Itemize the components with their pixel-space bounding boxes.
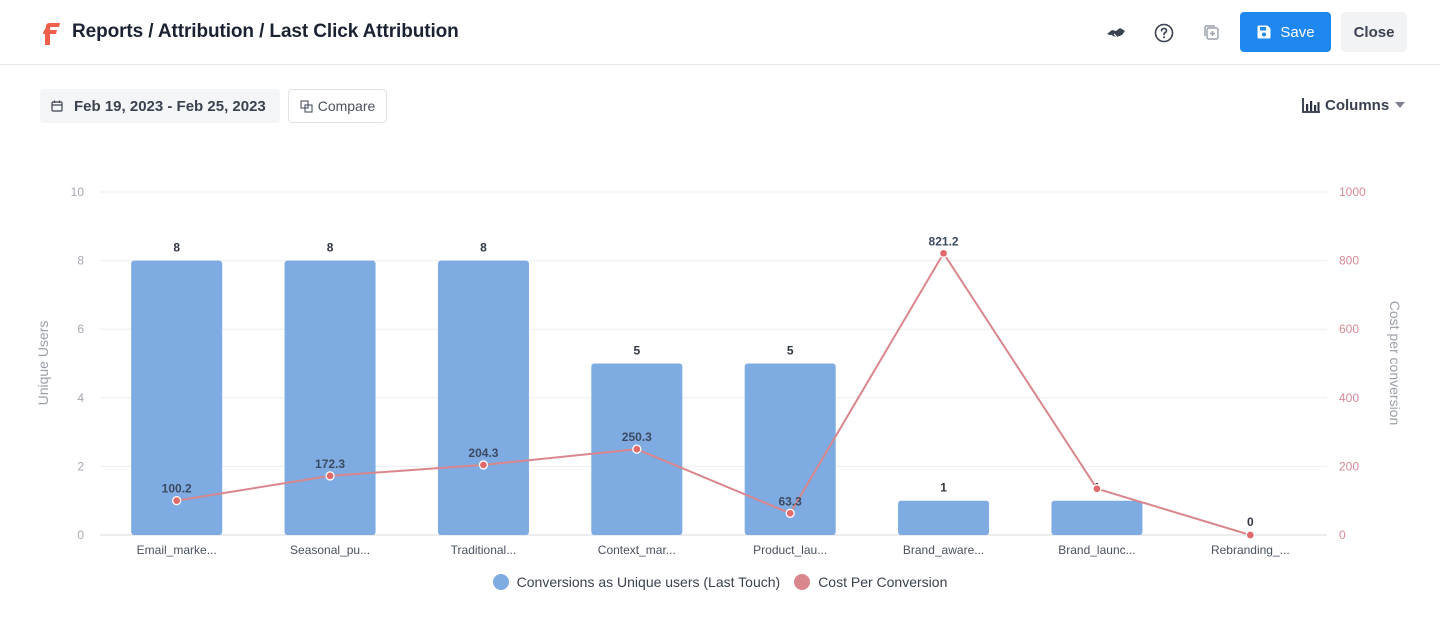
x-tick-label: Context_mar... (598, 543, 676, 557)
breadcrumb: Reports / Attribution / Last Click Attri… (72, 21, 459, 42)
y2-axis-title: Cost per conversion (1387, 301, 1403, 426)
y-tick-label: 8 (77, 254, 84, 268)
x-tick-label: Brand_launc... (1058, 543, 1135, 557)
legend-label-line: Cost Per Conversion (818, 574, 948, 590)
y-tick-label: 0 (77, 528, 84, 542)
line-point (1245, 530, 1255, 540)
caret-down-icon (1395, 102, 1406, 108)
help-icon[interactable] (1153, 22, 1175, 44)
bar-value-label: 0 (1247, 515, 1254, 529)
legend-swatch-line (794, 574, 811, 590)
line-point (1092, 484, 1102, 494)
line-point (632, 444, 642, 454)
bar-value-label: 1 (940, 481, 947, 495)
legend-swatch-bars (492, 574, 509, 590)
compare-label: Compare (317, 98, 376, 114)
chart-legend: Conversions as Unique users (Last Touch)… (0, 574, 1440, 590)
line-series (176, 251, 1251, 536)
legend-item-line[interactable]: Cost Per Conversion (794, 574, 947, 590)
bar-value-label: 8 (327, 241, 334, 255)
close-button[interactable]: Close (1341, 12, 1407, 52)
bar-value-label: 8 (173, 241, 180, 255)
bar-value-label: 5 (787, 344, 794, 358)
line-point (938, 248, 949, 258)
save-button[interactable]: Save (1240, 12, 1331, 52)
x-tick-label: Seasonal_pu... (290, 543, 370, 557)
handshake-icon[interactable] (1105, 22, 1127, 44)
line-point (785, 508, 795, 518)
y2-tick-label: 800 (1339, 254, 1359, 268)
x-tick-label: Email_marke... (137, 543, 217, 557)
compare-button[interactable]: Compare (288, 89, 387, 123)
save-label: Save (1280, 23, 1315, 41)
legend-item-bars[interactable]: Conversions as Unique users (Last Touch) (492, 574, 781, 590)
compare-icon (300, 99, 313, 113)
line-value-label: 250.3 (622, 430, 652, 444)
y-tick-label: 6 (77, 322, 84, 336)
bar (744, 363, 836, 535)
line-value-label: 204.3 (468, 446, 498, 460)
columns-label: Columns (1325, 96, 1390, 114)
app-header: Reports / Attribution / Last Click Attri… (0, 0, 1440, 65)
y2-tick-label: 400 (1339, 391, 1359, 405)
y-tick-label: 10 (71, 185, 85, 199)
bar (1051, 500, 1143, 535)
bar-chart-icon (1302, 97, 1320, 113)
bar-value-label: 5 (633, 344, 640, 358)
line-point (325, 471, 335, 481)
x-tick-label: Brand_aware... (903, 543, 984, 557)
line-point (172, 495, 182, 506)
date-range-label: Feb 19, 2023 - Feb 25, 2023 (74, 97, 266, 115)
x-tick-label: Rebranding_... (1211, 543, 1290, 557)
y2-tick-label: 600 (1339, 322, 1359, 336)
duplicate-icon[interactable] (1201, 22, 1223, 44)
bar (437, 260, 529, 535)
x-tick-label: Traditional... (451, 543, 517, 557)
legend-label-bars: Conversions as Unique users (Last Touch) (516, 574, 781, 590)
y2-tick-label: 1000 (1339, 185, 1366, 199)
logo-icon (43, 23, 60, 45)
y2-tick-label: 200 (1339, 459, 1359, 473)
y-axis-title: Unique Users (35, 321, 51, 406)
bar-value-label: 8 (480, 241, 487, 255)
line-value-label: 172.3 (315, 457, 345, 471)
chart-type-dropdown[interactable]: Columns (1302, 95, 1407, 115)
line-value-label: 63.3 (779, 494, 803, 508)
calendar-icon (51, 100, 63, 112)
line-value-label: 100.2 (162, 482, 192, 496)
x-tick-label: Product_lau... (753, 543, 827, 557)
y2-tick-label: 0 (1339, 528, 1346, 542)
line-value-label: 821.2 (929, 234, 959, 248)
bar (131, 260, 223, 535)
date-range-picker[interactable]: Feb 19, 2023 - Feb 25, 2023 (40, 89, 280, 123)
bar (284, 260, 376, 535)
y-tick-label: 4 (77, 391, 84, 405)
line-point (478, 460, 489, 470)
save-icon (1257, 25, 1271, 39)
y-tick-label: 2 (77, 459, 84, 473)
bar (898, 500, 990, 535)
